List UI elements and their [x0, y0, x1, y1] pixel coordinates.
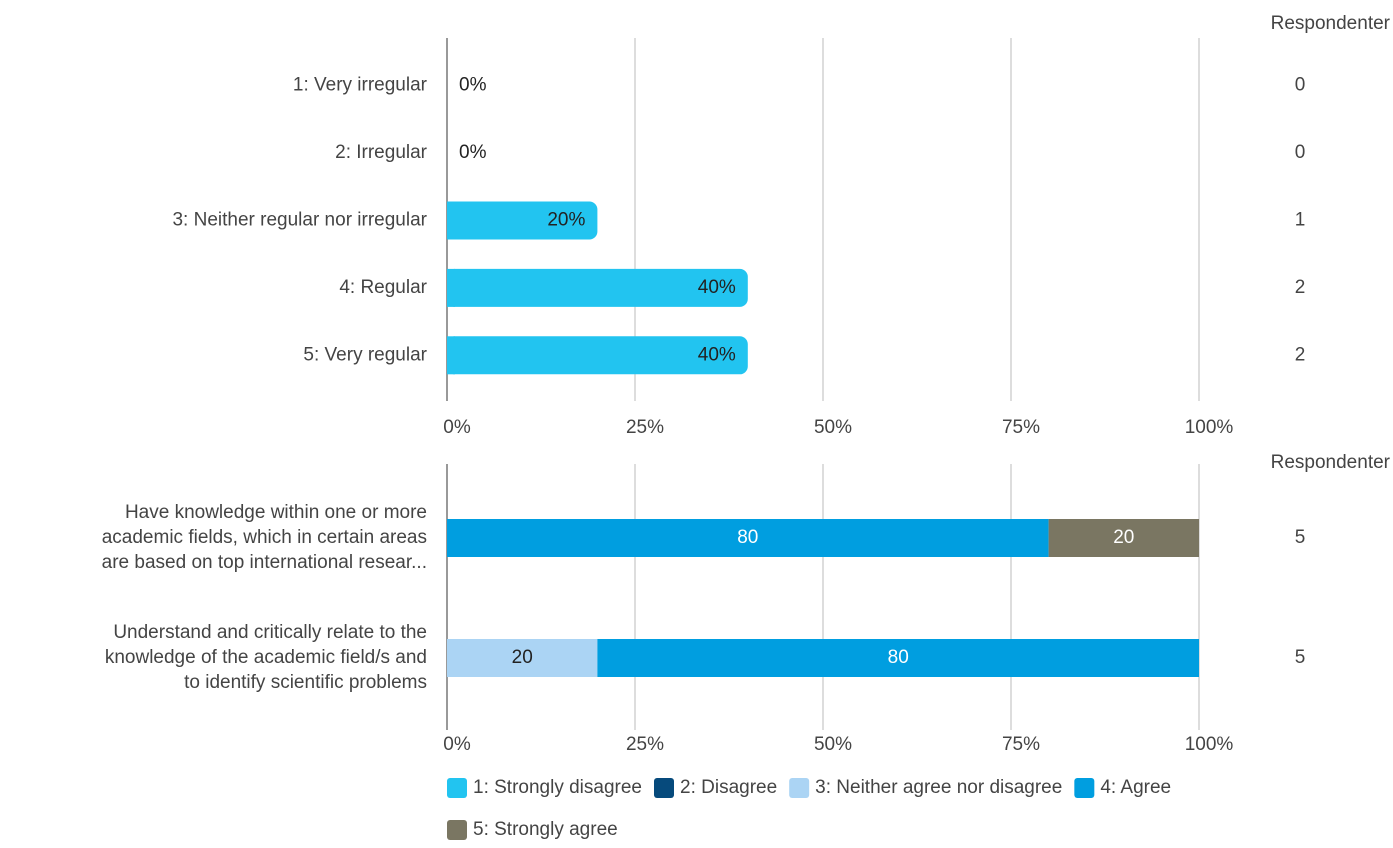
respondent-count: 0 [1295, 142, 1306, 163]
value-label: 80 [888, 647, 909, 668]
x-tick-label: 0% [443, 734, 471, 755]
legend-swatch [789, 778, 810, 798]
legend-label: 1: Strongly disagree [473, 777, 642, 798]
category-label: 4: Regular [339, 277, 427, 298]
category-line: Understand and critically relate to the [113, 622, 427, 643]
respondent-count: 0 [1295, 75, 1306, 96]
respondent-count: 2 [1295, 344, 1306, 365]
bar-segment [597, 639, 1199, 677]
bar-base [447, 268, 455, 307]
value-label: 40% [698, 344, 736, 365]
bar-base [447, 336, 455, 375]
respondent-count: 5 [1295, 527, 1306, 548]
bar-segment [447, 639, 598, 677]
category-label: Understand and critically relate to the k… [105, 622, 427, 693]
category-label: 5: Very regular [303, 344, 427, 365]
respondent-count: 1 [1295, 210, 1306, 231]
legend-label: 5: Strongly agree [473, 819, 618, 840]
bar [447, 336, 748, 375]
value-label: 40% [698, 277, 736, 298]
respondents-title: Respondenter [1271, 452, 1391, 473]
x-tick-label: 50% [814, 734, 852, 755]
respondent-count: 2 [1295, 277, 1306, 298]
x-tick-label: 75% [1002, 417, 1040, 438]
bar [447, 201, 598, 240]
legend-item: 5: Strongly agree [447, 819, 618, 840]
legend-swatch [654, 778, 674, 798]
x-tick-label: 25% [626, 417, 664, 438]
bar-base [447, 201, 455, 240]
category-line: are based on top international resear... [102, 552, 427, 573]
bar-segment [447, 519, 1049, 557]
bar [447, 268, 748, 307]
x-tick-label: 50% [814, 417, 852, 438]
legend-swatch [1074, 778, 1095, 798]
bar-segment [1048, 519, 1199, 557]
x-tick-label: 100% [1185, 734, 1234, 755]
legend-item: 4: Agree [1074, 777, 1171, 798]
legend-label: 2: Disagree [680, 777, 777, 798]
legend-label: 3: Neither agree nor disagree [815, 777, 1062, 798]
respondents-title: Respondenter [1271, 13, 1391, 34]
category-line: knowledge of the academic field/s and [105, 647, 427, 668]
x-tick-label: 25% [626, 734, 664, 755]
category-label: 2: Irregular [335, 142, 428, 163]
respondent-count: 5 [1295, 647, 1306, 668]
category-label: Have knowledge within one or more academi… [102, 502, 427, 573]
x-tick-label: 75% [1002, 734, 1040, 755]
value-label: 20% [547, 210, 585, 231]
legend-swatch [447, 778, 467, 798]
legend-label: 4: Agree [1100, 777, 1171, 798]
value-label: 20 [512, 647, 533, 668]
category-label: 1: Very irregular [293, 75, 428, 96]
value-label: 0% [459, 75, 487, 96]
value-label: 20 [1113, 527, 1134, 548]
value-label: 80 [737, 527, 758, 548]
category-line: Have knowledge within one or more [125, 502, 427, 523]
legend-item: 2: Disagree [654, 777, 777, 798]
x-tick-label: 100% [1185, 417, 1234, 438]
legend-item: 3: Neither agree nor disagree [789, 777, 1062, 798]
x-tick-label: 0% [443, 417, 471, 438]
legend-item: 1: Strongly disagree [447, 777, 642, 798]
category-label: 3: Neither regular nor irregular [172, 210, 427, 231]
legend-swatch [447, 820, 467, 840]
category-line: academic fields, which in certain areas [102, 527, 427, 548]
category-line: to identify scientific problems [184, 672, 427, 693]
value-label: 0% [459, 142, 487, 163]
